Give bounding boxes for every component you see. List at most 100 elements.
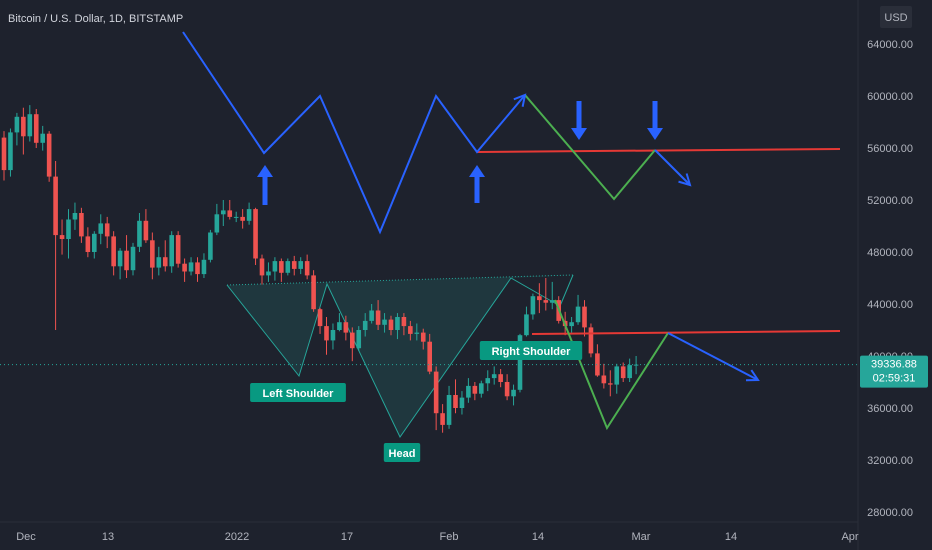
head-shoulders-pattern [226,274,574,438]
up-arrow-icon [257,165,273,205]
x-tick-label: 14 [725,531,737,543]
candle [240,209,245,229]
candle [588,323,594,358]
price-axis[interactable] [858,0,932,550]
candle [253,207,258,265]
candle [543,278,549,311]
pattern-label: Right Shoulder [479,341,583,360]
candle [124,235,129,278]
candle [498,369,503,388]
candle [21,107,26,155]
y-tick-label: 44000.00 [867,299,913,311]
candle [582,300,587,337]
arrowhead [678,173,692,187]
candle [175,231,181,268]
blue-zigzag-path [182,31,526,235]
candle [169,231,174,273]
candlestick-series [1,105,639,433]
candle [504,374,510,401]
x-tick-label: Feb [440,531,459,543]
candle [98,214,104,245]
svg-text:Right Shoulder: Right Shoulder [492,346,572,358]
candle [601,363,607,389]
neckline [226,274,574,286]
candle [40,125,45,151]
pattern-labels: Left Shoulder Head Right Shoulder [250,341,583,462]
candle [291,255,297,276]
candle [356,326,362,351]
candle [362,313,368,337]
candle [549,281,555,310]
candle [85,227,91,258]
candle [453,379,458,414]
x-tick-label: Mar [632,531,651,543]
hs-outline [226,277,561,438]
candle [208,229,213,263]
candle [104,216,110,249]
candle [156,246,162,276]
candle [466,378,471,403]
candle [446,385,452,429]
currency-label: USD [884,12,907,24]
candle [304,254,310,280]
svg-text:Head: Head [389,448,416,460]
candle [266,262,271,282]
candle [317,307,323,334]
pattern-label: Left Shoulder [250,383,346,402]
x-tick-label: 14 [532,531,544,543]
candle [530,293,536,320]
blue-lower-arrow [667,332,759,381]
candle [279,258,284,282]
y-tick-label: 32000.00 [867,455,913,467]
candle [259,254,265,285]
candle [1,131,7,181]
candle [614,363,620,394]
candle [59,219,65,255]
candle [201,253,207,278]
candle [130,242,136,276]
candle [330,323,336,350]
candle [227,200,233,220]
x-tick-label: 17 [341,531,353,543]
x-axis-ticks: Dec 13 2022 17 Feb 14 Mar 14 Apr [16,531,859,543]
candle [569,317,574,333]
candle [524,306,529,337]
y-tick-label: 60000.00 [867,91,913,103]
down-arrow-icon [647,101,663,140]
candle [214,203,220,236]
candle [575,294,581,325]
countdown-value: 02:59:31 [873,373,916,385]
candle [272,257,278,281]
candle [79,207,84,243]
candle [195,257,200,282]
candle [491,366,497,385]
candle [72,202,78,230]
candle [117,248,123,280]
candle [8,128,13,177]
candle [627,358,632,382]
candle [350,327,355,362]
x-tick-label: 13 [102,531,114,543]
candle [375,300,381,330]
blue-upper-arrow [654,149,691,186]
candle [459,391,465,415]
candle [537,283,542,314]
candle [285,258,291,276]
candle [620,362,626,382]
candle [343,315,349,341]
candle [427,333,432,375]
candle [414,323,420,341]
candle [472,382,478,401]
candle [162,240,168,272]
x-tick-label: Dec [16,531,36,543]
candle [511,384,516,406]
candle [66,209,71,259]
up-arrow-icon [469,165,485,203]
candle [388,315,394,336]
candle [221,200,226,226]
candle [27,105,33,142]
candle [46,131,52,182]
currency-button[interactable] [880,6,912,28]
